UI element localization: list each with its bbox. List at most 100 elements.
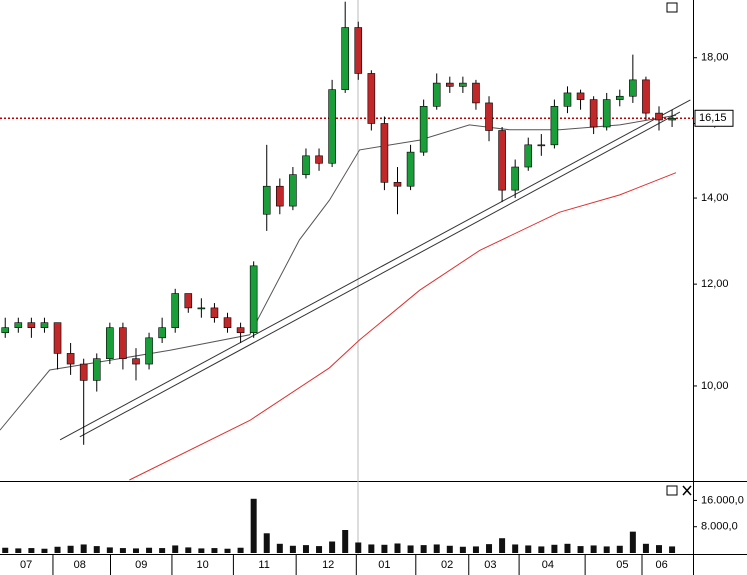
y-tick-label: 10,00 <box>701 380 729 392</box>
volume-bar <box>80 544 87 553</box>
volume-bar <box>211 548 218 553</box>
volume-bar <box>146 547 153 553</box>
volume-bar <box>669 546 676 553</box>
candle-body <box>262 185 271 215</box>
candle-body <box>550 106 559 146</box>
candle-body <box>459 82 467 87</box>
candle-body <box>498 130 506 191</box>
volume-bar <box>159 548 166 553</box>
candle-body <box>354 27 363 74</box>
candle-body <box>289 174 297 207</box>
volume-bar <box>616 545 623 553</box>
y-tick-label: 12,00 <box>701 278 729 290</box>
candle-body <box>380 123 389 183</box>
x-tick-label: 08 <box>74 559 86 571</box>
candle-body <box>302 155 310 175</box>
candle-body <box>249 265 258 334</box>
candle-body <box>106 327 114 360</box>
volume-bar <box>237 547 244 553</box>
volume-bar <box>329 541 336 553</box>
candle-body <box>629 79 637 97</box>
close-volume-button[interactable] <box>682 485 692 496</box>
candle-body <box>393 182 402 187</box>
volume-bar <box>224 548 231 553</box>
volume-bar <box>433 544 440 553</box>
indicator-line <box>59 99 691 441</box>
volume-bar <box>577 546 584 553</box>
candle-body <box>53 322 62 354</box>
x-tick-label: 12 <box>322 559 334 571</box>
candle-body <box>524 144 533 168</box>
volume-tick-label: 8.000,0 <box>701 521 738 533</box>
candle-body <box>210 307 219 319</box>
candle-body <box>537 144 546 147</box>
candle-body <box>79 363 88 381</box>
candle-body <box>40 322 49 328</box>
volume-bar <box>538 546 545 553</box>
indicator-line <box>79 111 681 438</box>
maximize-button[interactable] <box>666 2 678 13</box>
candle-body <box>655 112 663 121</box>
y-tick-label: 18,00 <box>701 52 729 64</box>
volume-bar <box>132 548 139 553</box>
candle-body <box>92 358 101 381</box>
candle-body <box>615 95 624 100</box>
volume-bar <box>276 543 283 553</box>
x-tick-label: 01 <box>378 559 390 571</box>
candle-body <box>14 322 23 328</box>
maximize-volume-button[interactable] <box>666 485 678 496</box>
volume-bar <box>472 546 479 553</box>
candle-body <box>367 73 376 124</box>
candle-body <box>328 89 336 164</box>
x-tick-label: 04 <box>542 559 554 571</box>
volume-bar <box>394 543 401 553</box>
last-price-label: 16,15 <box>699 112 727 124</box>
volume-bar <box>656 545 663 553</box>
volume-bar <box>41 548 48 553</box>
candle-body <box>602 99 611 128</box>
volume-bar <box>551 544 558 553</box>
candle-body <box>419 106 428 153</box>
y-tick-label: 14,00 <box>701 192 729 204</box>
volume-bar <box>119 548 126 553</box>
candle-body <box>145 337 153 365</box>
volume-bar <box>499 538 506 553</box>
volume-bar <box>355 542 362 553</box>
volume-bar <box>420 545 427 553</box>
candle-body <box>119 327 127 360</box>
last-price-box <box>694 109 734 127</box>
volume-bar <box>459 546 466 553</box>
candle-body <box>132 358 140 365</box>
volume-bar <box>15 548 22 553</box>
x-tick-label: 03 <box>484 559 496 571</box>
candle-body <box>472 82 480 104</box>
candle-body <box>406 151 415 187</box>
volume-bar <box>525 545 532 553</box>
candle-body <box>563 92 572 107</box>
volume-bar <box>54 546 61 553</box>
x-tick-label: 05 <box>616 559 628 571</box>
candle-body <box>576 92 585 100</box>
x-tick-label: 10 <box>197 559 209 571</box>
volume-bar <box>486 544 493 553</box>
candle-body <box>223 317 232 328</box>
volume-bar <box>512 544 519 553</box>
volume-bar <box>629 531 636 553</box>
volume-bar <box>407 545 414 553</box>
x-tick-label: 07 <box>20 559 32 571</box>
candle-body <box>236 327 245 334</box>
volume-bar <box>106 547 113 553</box>
candle-body <box>341 27 349 90</box>
candle-body <box>1 327 10 334</box>
volume-bar <box>28 548 35 553</box>
volume-bar <box>642 543 649 553</box>
candle-body <box>158 327 166 339</box>
volume-bar <box>185 547 192 553</box>
x-tick-label: 11 <box>258 559 269 571</box>
volume-bar <box>2 547 9 553</box>
candle-body <box>276 185 284 207</box>
volume-bar <box>198 548 205 553</box>
candle-body <box>66 353 75 365</box>
candle-body <box>432 82 441 107</box>
